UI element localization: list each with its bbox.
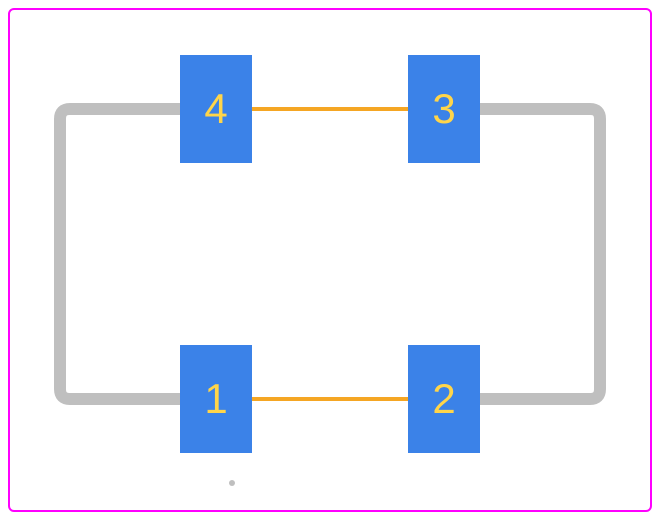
outline-left: [60, 109, 180, 399]
pad-1: 1: [180, 345, 252, 453]
pad-4-label: 4: [204, 85, 227, 133]
pad-1-label: 1: [204, 375, 227, 423]
outline-right: [480, 109, 600, 399]
component-outline: [0, 0, 660, 520]
pad-3: 3: [408, 55, 480, 163]
pad-3-label: 3: [432, 85, 455, 133]
pad-2-label: 2: [432, 375, 455, 423]
wire-1-2: [252, 397, 408, 401]
pad-2: 2: [408, 345, 480, 453]
wire-4-3: [252, 107, 408, 111]
diagram-canvas: 4 3 1 2: [0, 0, 660, 520]
origin-marker: [229, 480, 235, 486]
pad-4: 4: [180, 55, 252, 163]
